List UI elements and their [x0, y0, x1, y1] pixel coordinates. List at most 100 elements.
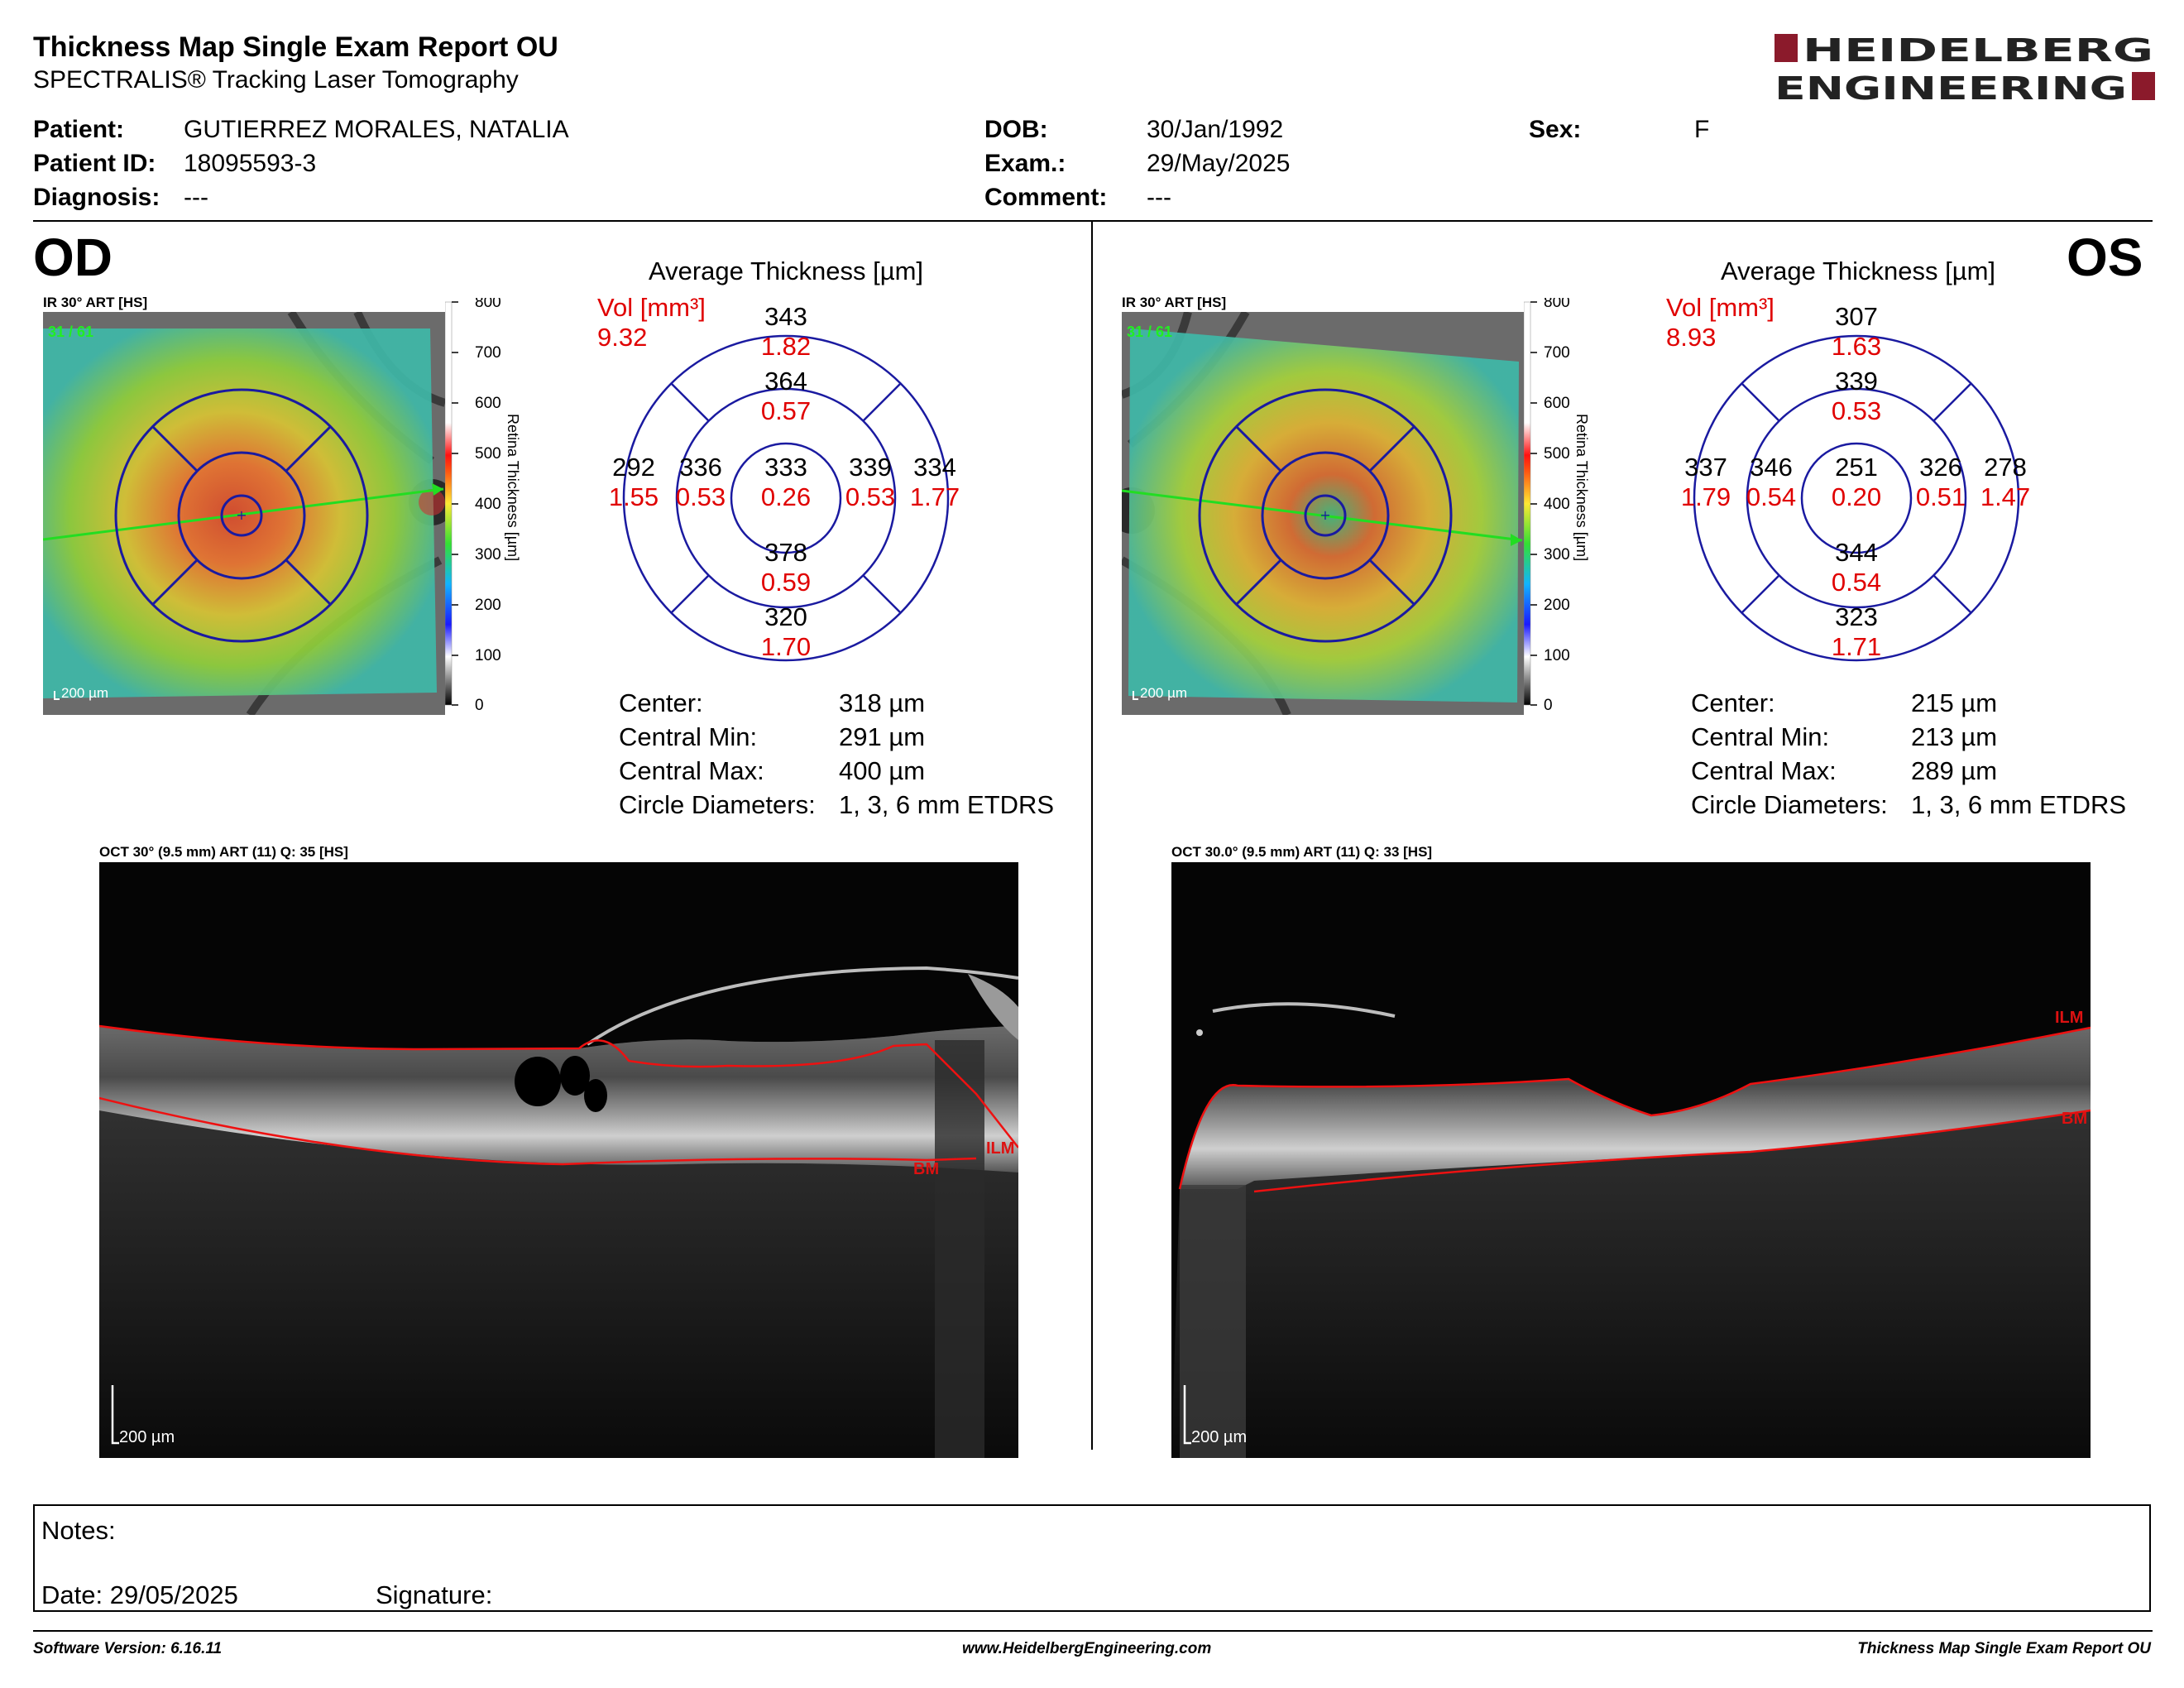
od-outer-temp-vol: 1.55	[609, 482, 659, 511]
od-inner-temp-vol: 0.53	[676, 482, 726, 511]
od-colorbar-title: Retina Thickness [µm]	[505, 414, 520, 561]
od-ir-label: IR 30° ART [HS]	[43, 295, 148, 310]
od-etdrs-grid	[114, 388, 369, 643]
notes-signature-label: Signature:	[376, 1580, 493, 1609]
od-outer-nas-thk: 334	[913, 453, 956, 482]
od-oct-label: OCT 30° (9.5 mm) ART (11) Q: 35 [HS]	[99, 844, 348, 860]
os-outer-temp-thk: 337	[1684, 453, 1727, 482]
os-cbar-tick-400: 400	[1544, 496, 1570, 513]
os-inner-temp-thk: 346	[1750, 453, 1793, 482]
os-inner-nas-vol: 0.51	[1916, 482, 1966, 511]
od-inner-nas-vol: 0.53	[845, 482, 895, 511]
od-avg-title: Average Thickness [µm]	[648, 257, 924, 285]
od-colorbar: 800 700 600 500 400 300 200 100 0 Retina…	[445, 298, 520, 714]
od-inner-inf-vol: 0.59	[761, 568, 811, 597]
os-center-thk: 251	[1835, 453, 1878, 482]
exam-value: 29/May/2025	[1147, 150, 1291, 177]
os-ir-label: IR 30° ART [HS]	[1122, 295, 1227, 310]
od-cbar-tick-400: 400	[475, 496, 501, 513]
os-oct-scale: 200 µm	[1191, 1428, 1247, 1446]
os-stat-max-label: Central Max:	[1691, 756, 1837, 785]
notes-date: Date: 29/05/2025	[41, 1580, 238, 1609]
notes-box[interactable]: Notes: Date: 29/05/2025 Signature:	[33, 1504, 2151, 1612]
os-ilm-label: ILM	[2055, 1009, 2083, 1027]
os-inner-inf-vol: 0.54	[1832, 568, 1881, 597]
od-oct-scale: 200 µm	[119, 1428, 175, 1446]
od-outer-nas-vol: 1.77	[910, 482, 960, 511]
os-stat-min-label: Central Min:	[1691, 722, 1830, 751]
od-outer-sup-vol: 1.82	[761, 332, 811, 361]
os-bm-label: BM	[2062, 1110, 2087, 1128]
od-cbar-tick-0: 0	[475, 697, 484, 714]
patient-label: Patient:	[33, 116, 125, 143]
od-colorbar-ticks	[452, 301, 458, 706]
os-colorbar-title: Retina Thickness [µm]	[1573, 414, 1590, 561]
os-outer-inf-vol: 1.71	[1832, 632, 1881, 661]
sex-label: Sex:	[1529, 116, 1582, 143]
os-etdrs-chart: Vol [mm³] 8.93 307 1.63 339 0.53 337 1.7…	[1666, 293, 2030, 662]
od-stat-diam-value: 1, 3, 6 mm ETDRS	[839, 790, 1055, 819]
os-vol-total: 8.93	[1666, 323, 1716, 352]
od-scan-line	[43, 487, 444, 541]
od-cbar-tick-700: 700	[475, 344, 501, 362]
od-inner-inf-thk: 378	[764, 538, 807, 567]
od-center-thk: 333	[764, 453, 807, 482]
notes-label: Notes:	[41, 1516, 116, 1545]
od-outer-sup-thk: 343	[764, 302, 807, 331]
os-vol-label: Vol [mm³]	[1666, 293, 1774, 322]
header-divider	[33, 220, 2153, 222]
os-cbar-tick-700: 700	[1544, 344, 1570, 362]
os-etdrs-grid	[1198, 388, 1453, 643]
os-inner-sup-vol: 0.53	[1832, 396, 1881, 425]
od-oct-scan: ILM BM 200 µm	[99, 862, 1018, 1458]
od-ir-scale: 200 µm	[61, 685, 108, 701]
od-stat-max-value: 400 µm	[839, 756, 926, 785]
os-cbar-tick-600: 600	[1544, 395, 1570, 412]
os-cbar-tick-300: 300	[1544, 546, 1570, 563]
od-bm-line	[99, 1096, 977, 1166]
os-colorbar: 800 700 600 500 400 300 200 100 0 Retina…	[1524, 298, 1590, 714]
diagnosis-label: Diagnosis:	[33, 184, 160, 211]
os-colorbar-ticks	[1530, 301, 1537, 706]
os-oct-label: OCT 30.0° (9.5 mm) ART (11) Q: 33 [HS]	[1171, 844, 1433, 860]
od-etdrs-chart: Vol [mm³] 9.32 343 1.82 364 0.57 292 1.5…	[597, 293, 960, 662]
os-inner-inf-thk: 344	[1835, 538, 1878, 567]
os-outer-sup-vol: 1.63	[1832, 332, 1881, 361]
od-stat-center-value: 318 µm	[839, 688, 926, 717]
comment-label: Comment:	[984, 184, 1108, 211]
os-cbar-tick-800: 800	[1544, 298, 1570, 311]
svg-text:+: +	[1320, 507, 1330, 523]
od-inner-temp-thk: 336	[679, 453, 722, 482]
os-cbar-tick-500: 500	[1544, 445, 1570, 463]
od-stat-center-label: Center:	[619, 688, 703, 717]
patient-name: GUTIERREZ MORALES, NATALIA	[184, 116, 569, 143]
os-stat-diam-label: Circle Diameters:	[1691, 790, 1888, 819]
od-ir-counter: 31 / 61	[48, 324, 93, 340]
os-outer-temp-vol: 1.79	[1681, 482, 1731, 511]
footer-divider	[33, 1630, 2153, 1632]
os-eye-label: OS	[2067, 228, 2143, 287]
os-inner-sup-thk: 339	[1835, 367, 1878, 396]
od-stat-min-label: Central Min:	[619, 722, 758, 751]
od-cbar-tick-500: 500	[475, 445, 501, 463]
os-cbar-tick-200: 200	[1544, 597, 1570, 614]
os-cbar-tick-0: 0	[1544, 697, 1553, 714]
od-vol-total: 9.32	[597, 323, 647, 352]
od-inner-sup-thk: 364	[764, 367, 807, 396]
website-link[interactable]: www.HeidelbergEngineering.com	[962, 1640, 1212, 1657]
report-title: Thickness Map Single Exam Report OU	[33, 31, 558, 63]
os-stat-center-value: 215 µm	[1911, 688, 1998, 717]
os-inner-temp-vol: 0.54	[1746, 482, 1796, 511]
os-outer-sup-thk: 307	[1835, 302, 1878, 331]
od-outer-inf-vol: 1.70	[761, 632, 811, 661]
os-ir-scale: 200 µm	[1140, 685, 1187, 701]
os-stat-max-value: 289 µm	[1911, 756, 1998, 785]
os-stat-min-value: 213 µm	[1911, 722, 1998, 751]
os-bm-line	[1253, 1109, 2091, 1193]
exam-label: Exam.:	[984, 150, 1066, 177]
os-thickness-map: + 31 / 61 200 µm	[1122, 312, 1524, 715]
od-inner-sup-vol: 0.57	[761, 396, 811, 425]
od-vol-label: Vol [mm³]	[597, 293, 706, 322]
od-stat-diam-label: Circle Diameters:	[619, 790, 816, 819]
od-ilm-line	[99, 1024, 1018, 1149]
